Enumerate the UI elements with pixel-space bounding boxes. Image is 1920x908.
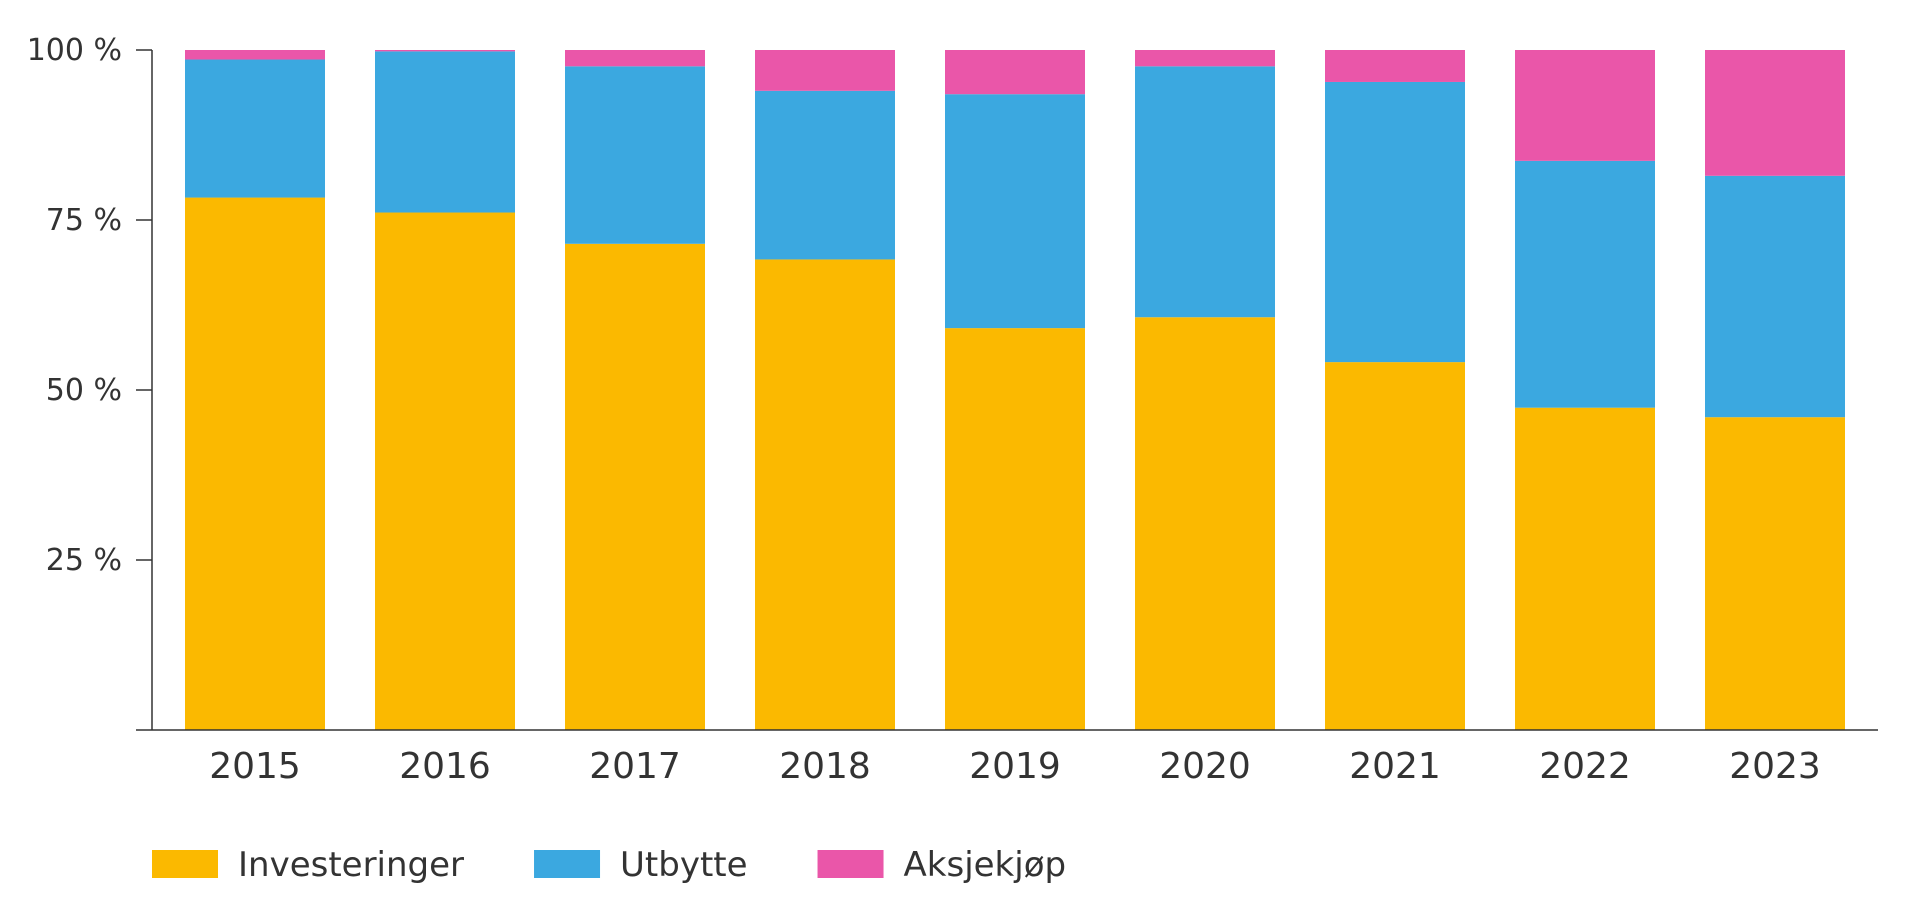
bar-2017-series-0 [565,243,705,731]
x-tick-label: 2015 [209,746,301,787]
bar-2021-series-2 [1325,50,1465,82]
x-tick-label: 2023 [1729,746,1821,787]
bar-2015-series-0 [185,197,325,730]
x-tick-label: 2017 [589,746,681,787]
bar-2019-series-0 [945,328,1085,730]
legend: Investeringer Utbytte Aksjekjøp [152,845,1066,885]
bar-2023-series-2 [1705,50,1845,176]
bar-2020-series-2 [1135,50,1275,67]
x-tick-label: 2020 [1159,746,1251,787]
bar-2021-series-0 [1325,362,1465,730]
bar-2022-series-0 [1515,407,1655,730]
bar-2015-series-1 [185,59,325,198]
bar-2023-series-1 [1705,175,1845,418]
bar-2018-series-2 [755,50,895,91]
x-tick-label: 2022 [1539,746,1631,787]
bar-2015-series-2 [185,50,325,60]
bar-2019-series-2 [945,50,1085,95]
legend-label-2: Aksjekjøp [904,845,1067,885]
x-tick-labels: 2015 2016 2017 2018 2019 2020 2021 2022 2023 [209,746,1821,787]
bar-2017-series-1 [565,66,705,244]
legend-swatch-1 [534,850,601,878]
bar-2018-series-1 [755,90,895,260]
y-tick-label: 100 % [27,33,122,68]
bar-2021-series-1 [1325,81,1465,363]
bar-2020-series-1 [1135,66,1275,318]
bar-2020-series-0 [1135,317,1275,730]
bar-2016-series-1 [375,51,515,213]
y-tick-label: 75 % [46,203,122,238]
bar-2022-series-2 [1515,50,1655,161]
bar-2016-series-2 [375,50,515,52]
x-tick-label: 2016 [399,746,491,787]
bar-2017-series-2 [565,50,705,67]
bar-2022-series-1 [1515,160,1655,408]
axes-layer [136,49,1878,731]
legend-label-1: Utbytte [620,845,748,885]
bars-layer [185,50,1845,731]
bar-2019-series-1 [945,94,1085,329]
legend-swatch-2 [817,850,884,878]
bar-2018-series-0 [755,259,895,730]
bar-2023-series-0 [1705,417,1845,730]
x-tick-label: 2018 [779,746,871,787]
y-tick-label: 25 % [46,543,122,578]
legend-swatch-0 [152,850,218,878]
y-tick-labels: 25 % 50 % 75 % 100 % [27,33,122,578]
bar-2016-series-0 [375,212,515,730]
x-tick-label: 2021 [1349,746,1441,787]
legend-label-0: Investeringer [238,845,464,885]
y-tick-label: 50 % [46,373,122,408]
x-tick-label: 2019 [969,746,1061,787]
